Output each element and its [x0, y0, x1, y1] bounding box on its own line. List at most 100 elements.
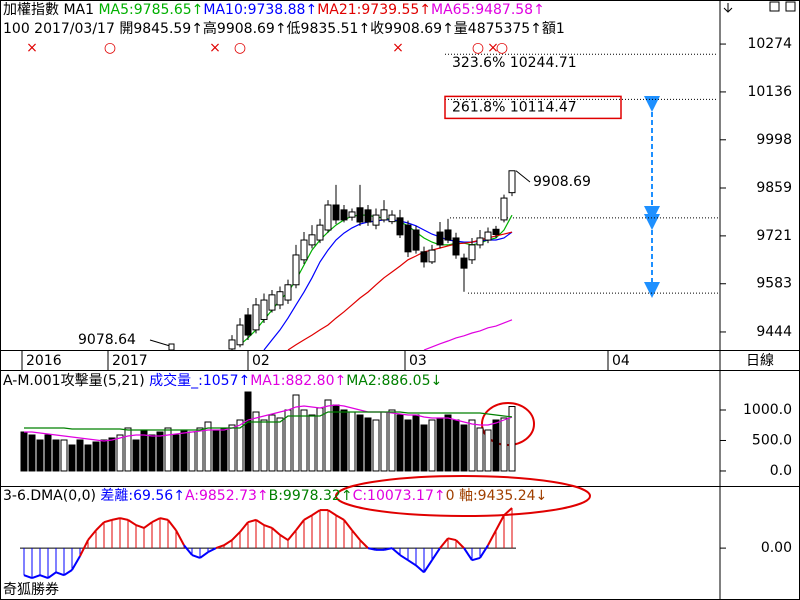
- dma-line: [311, 509, 321, 517]
- header-item: A-M.001攻擊量(5,21): [3, 372, 149, 389]
- volume-bar: [132, 439, 140, 472]
- header: 加權指數 MA1 MA5:9785.65↑MA10:9738.88↑MA21:9…: [3, 2, 545, 18]
- volume-bar: [500, 417, 508, 472]
- signal: ×: [392, 40, 404, 56]
- highlight-ellipse: [335, 475, 591, 517]
- dma-line: [95, 521, 105, 531]
- dma-line: [487, 529, 497, 546]
- dma-line: [447, 537, 457, 542]
- volume-bar: [60, 439, 68, 472]
- header-item: MA1:882.80↑: [250, 373, 346, 389]
- header: A-M.001攻擊量(5,21) 成交量_:1057↑MA1:882.80↑MA…: [3, 372, 442, 389]
- dma-line: [463, 547, 473, 561]
- volume-bar: [148, 434, 156, 472]
- ma-line: [287, 231, 513, 350]
- dma-line: [87, 529, 97, 541]
- volume-bar: [316, 407, 324, 472]
- candle-body: [380, 209, 388, 221]
- dma-line: [503, 507, 513, 516]
- dma-line: [23, 574, 33, 580]
- dma-line: [151, 517, 161, 524]
- signal: ×: [209, 40, 221, 56]
- header-item: 加權指數 MA1: [3, 2, 98, 18]
- period-label: 日線: [746, 353, 774, 369]
- fib-label: 323.6% 10244.71: [452, 55, 577, 71]
- dma-line: [175, 529, 185, 546]
- signal: ○: [472, 40, 484, 56]
- toolbar-icons[interactable]: [723, 1, 796, 13]
- volume-bar: [20, 431, 28, 472]
- candle-body: [364, 209, 372, 223]
- volume-bar: [108, 437, 116, 472]
- y-tick-label: 10136: [747, 84, 792, 100]
- candle-body: [324, 204, 332, 231]
- header-item: C:10073.17↑: [353, 488, 446, 504]
- volume-bar: [100, 439, 108, 472]
- volume-bar: [356, 414, 364, 472]
- candle-body: [396, 217, 404, 236]
- dma-line: [135, 524, 145, 529]
- header-item: B:9978.32↑: [269, 488, 353, 504]
- plot-area: 323.6% 10244.71 261.8% 10114.47 9908.69 907…: [78, 53, 718, 350]
- candle-body: [420, 251, 428, 263]
- date-label: 2016: [26, 353, 62, 369]
- volume-bar: [388, 409, 396, 472]
- candle-body: [460, 257, 468, 269]
- dma-line: [47, 571, 57, 579]
- dma-line: [39, 574, 49, 580]
- dma-line: [287, 529, 297, 541]
- dma-line: [495, 514, 505, 531]
- ma-line: [423, 319, 513, 350]
- volume-bar: [52, 439, 60, 472]
- dma-line: [255, 519, 265, 526]
- dma-line: [191, 554, 201, 559]
- volume-bar: [236, 419, 244, 472]
- dma-line: [103, 518, 113, 524]
- volume-bar: [252, 411, 260, 472]
- candle-body: [300, 239, 308, 261]
- volume-bar: [484, 429, 492, 472]
- signal: ×: [487, 40, 499, 56]
- y-tick-label: 500.0: [752, 432, 792, 448]
- ma-line: [24, 411, 513, 431]
- candle-body: [260, 299, 268, 320]
- y-tick-label: 0.0: [770, 463, 792, 479]
- volume-bar: [276, 417, 284, 472]
- volume-bar: [36, 439, 44, 472]
- volume-bar: [340, 409, 348, 472]
- dma-line: [407, 559, 417, 567]
- dma-line: [343, 519, 353, 531]
- candle-body: [404, 224, 412, 253]
- dma-line: [63, 569, 73, 577]
- volume-bar: [220, 427, 228, 472]
- y-tick-label: 9444: [756, 324, 792, 340]
- dma-line: [479, 544, 489, 559]
- candle-body: [500, 197, 508, 221]
- candle-body: [340, 209, 348, 221]
- volume-bar: [244, 391, 252, 472]
- dma-line: [367, 547, 377, 551]
- annotation: 9078.64: [78, 332, 136, 348]
- candle-body: [412, 229, 420, 251]
- y-tick-label: 9998: [756, 132, 792, 148]
- volume-bar: [468, 419, 476, 472]
- header-item: 0 軸:9435.24↓: [446, 488, 548, 504]
- plot-area: [20, 391, 516, 472]
- volume-bar: [308, 414, 316, 472]
- volume-bar: [76, 439, 84, 472]
- date-label: 2017: [112, 353, 148, 369]
- date-label: 02: [252, 353, 270, 369]
- header-item: MA2:886.05↓: [346, 373, 442, 389]
- dma-line: [111, 517, 121, 521]
- volume-bar: [444, 414, 452, 472]
- annotation-leader: [515, 170, 531, 183]
- volume-bar: [196, 427, 204, 472]
- candle-body: [292, 254, 300, 286]
- y-tick-label: 0.00: [761, 540, 792, 556]
- volume-bar: [508, 406, 516, 472]
- volume-bar: [332, 404, 340, 472]
- volume-bar: [84, 444, 92, 472]
- dma-line: [71, 555, 81, 571]
- date-label: 04: [612, 353, 630, 369]
- dma-line: [351, 529, 361, 541]
